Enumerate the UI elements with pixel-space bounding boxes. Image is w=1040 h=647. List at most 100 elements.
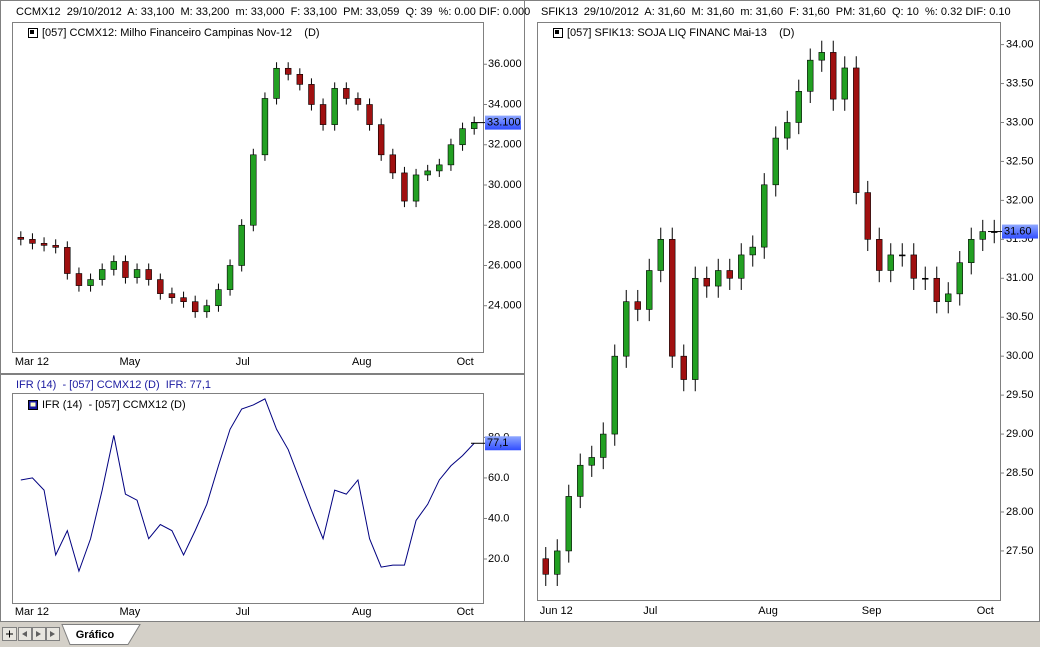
candle-body — [157, 279, 164, 294]
legend-icon — [30, 30, 34, 34]
candle-body — [354, 98, 362, 105]
candle-body — [98, 269, 106, 280]
candle-body — [646, 270, 653, 310]
legend-title: [057] SFIK13: SOJA LIQ FINANC Mai-13 (D) — [567, 27, 794, 39]
candle-body — [807, 59, 814, 92]
candle-body — [680, 355, 687, 380]
candle-body — [412, 174, 420, 202]
candle-body — [331, 88, 338, 125]
candle-body — [749, 246, 756, 256]
candle-body — [424, 170, 431, 176]
candle-body — [366, 104, 373, 125]
arrow-icon — [36, 631, 41, 637]
plot-frame — [12, 393, 484, 604]
candle-body — [657, 239, 664, 271]
line-series — [20, 398, 475, 573]
candle-body — [715, 270, 722, 287]
x-tick-label: Aug — [758, 605, 778, 617]
candle-body — [87, 279, 94, 286]
y-tick-label: 30.50 — [1006, 311, 1034, 323]
x-tick-label: Aug — [352, 356, 372, 368]
candle-body — [830, 52, 837, 100]
candle-body — [565, 496, 572, 552]
y-tick-label: 20.0 — [488, 553, 509, 565]
candle-body — [17, 237, 25, 240]
candle-body — [738, 254, 745, 279]
panel-header: SFIK13 29/10/2012 A: 31,60 M: 31,60 m: 3… — [541, 6, 1011, 18]
candle-body — [554, 550, 561, 575]
candle-body — [40, 243, 48, 246]
candle-body — [692, 277, 699, 380]
legend-icon — [30, 402, 36, 407]
candle-body — [933, 277, 940, 302]
candle-body — [319, 104, 327, 125]
candle-body — [876, 239, 883, 271]
candle-body — [343, 88, 350, 99]
plot-frame — [12, 22, 484, 353]
y-tick-label: 31.00 — [1006, 272, 1034, 284]
x-tick-label: Jul — [643, 605, 657, 617]
candle-body — [308, 84, 315, 105]
candle-body — [168, 293, 176, 298]
arrow-icon — [22, 631, 27, 637]
x-tick-label: Jul — [236, 606, 250, 618]
y-tick-label: 29.50 — [1006, 389, 1034, 401]
candle-body — [818, 52, 825, 61]
candle-body — [761, 184, 768, 248]
candle-body — [968, 239, 975, 264]
sheet-tab[interactable] — [61, 624, 141, 645]
candle-body — [401, 172, 408, 202]
y-tick-label: 36.000 — [488, 58, 522, 70]
candle-body — [261, 98, 269, 156]
y-tick-label: 24.000 — [488, 300, 522, 312]
candle-body — [180, 297, 187, 302]
x-tick-label: Oct — [457, 356, 474, 368]
last-value-tag — [1002, 224, 1038, 239]
x-tick-label: May — [119, 606, 140, 618]
y-tick-label: 29.00 — [1006, 428, 1034, 440]
candle-body — [191, 301, 199, 313]
x-tick-label: Oct — [977, 605, 994, 617]
x-tick-label: Mar 12 — [15, 356, 49, 368]
candle-body — [922, 277, 929, 280]
last-value-label: 77,1 — [487, 437, 508, 449]
candle-body — [795, 91, 802, 123]
candle-body — [542, 558, 549, 575]
y-tick-label: 33.50 — [1006, 77, 1034, 89]
candle-body — [52, 245, 59, 248]
legend-title: IFR (14) - [057] CCMX12 (D) — [42, 399, 186, 411]
candle-body — [377, 124, 385, 156]
candle-body — [145, 269, 152, 280]
candle-body — [623, 301, 630, 357]
candle-body — [588, 457, 595, 466]
candle-body — [459, 128, 466, 146]
candle-body — [273, 67, 280, 99]
candle-body — [64, 247, 71, 274]
candle-body — [122, 261, 129, 278]
x-tick-label: Mar 12 — [15, 606, 49, 618]
candle-body — [899, 254, 906, 257]
candle-body — [669, 239, 676, 357]
y-tick-label: 40.0 — [488, 512, 509, 524]
y-tick-label: 28.000 — [488, 219, 522, 231]
y-tick-label: 32.000 — [488, 139, 522, 151]
last-value-tag — [485, 436, 521, 451]
candle-body — [226, 265, 234, 290]
candle-body — [447, 144, 455, 166]
x-tick-label: Jul — [236, 356, 250, 368]
candle-body — [634, 301, 641, 310]
candle-body — [470, 122, 478, 129]
candle-body — [389, 154, 397, 174]
candle-body — [110, 261, 118, 270]
candle-body — [956, 262, 963, 295]
x-tick-label: Oct — [457, 606, 474, 618]
candle-body — [887, 254, 894, 271]
sheet-tab-label: Gráfico — [76, 629, 115, 641]
candle-body — [436, 164, 443, 172]
candle-body — [703, 277, 710, 287]
candle-body — [133, 269, 141, 278]
candle-body — [577, 464, 584, 497]
candle-body — [772, 137, 779, 186]
